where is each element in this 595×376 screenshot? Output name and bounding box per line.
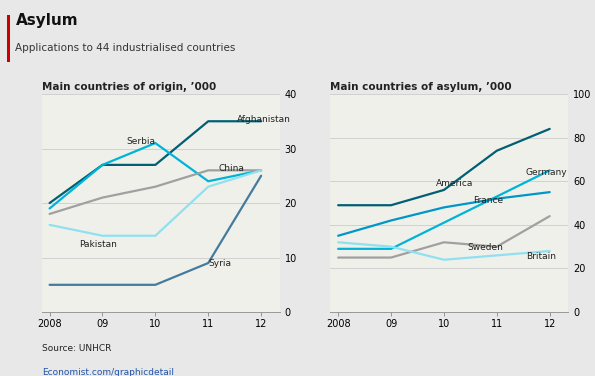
Text: Pakistan: Pakistan — [79, 240, 117, 249]
Text: Applications to 44 industrialised countries: Applications to 44 industrialised countr… — [15, 43, 236, 53]
Text: Economist.com/graphicdetail: Economist.com/graphicdetail — [42, 368, 174, 376]
Text: Britain: Britain — [526, 252, 556, 261]
Text: Afghanistan: Afghanistan — [237, 115, 291, 124]
Text: Serbia: Serbia — [126, 137, 155, 146]
Text: Syria: Syria — [208, 259, 231, 268]
Text: France: France — [473, 196, 503, 205]
Text: Germany: Germany — [526, 168, 568, 177]
Text: America: America — [436, 179, 474, 188]
Text: Main countries of origin, ’000: Main countries of origin, ’000 — [42, 82, 216, 92]
Text: Main countries of asylum, ’000: Main countries of asylum, ’000 — [330, 82, 512, 92]
Text: Asylum: Asylum — [15, 13, 78, 28]
Text: Sweden: Sweden — [468, 243, 503, 252]
Text: Source: UNHCR: Source: UNHCR — [42, 344, 111, 353]
Text: China: China — [219, 164, 245, 173]
